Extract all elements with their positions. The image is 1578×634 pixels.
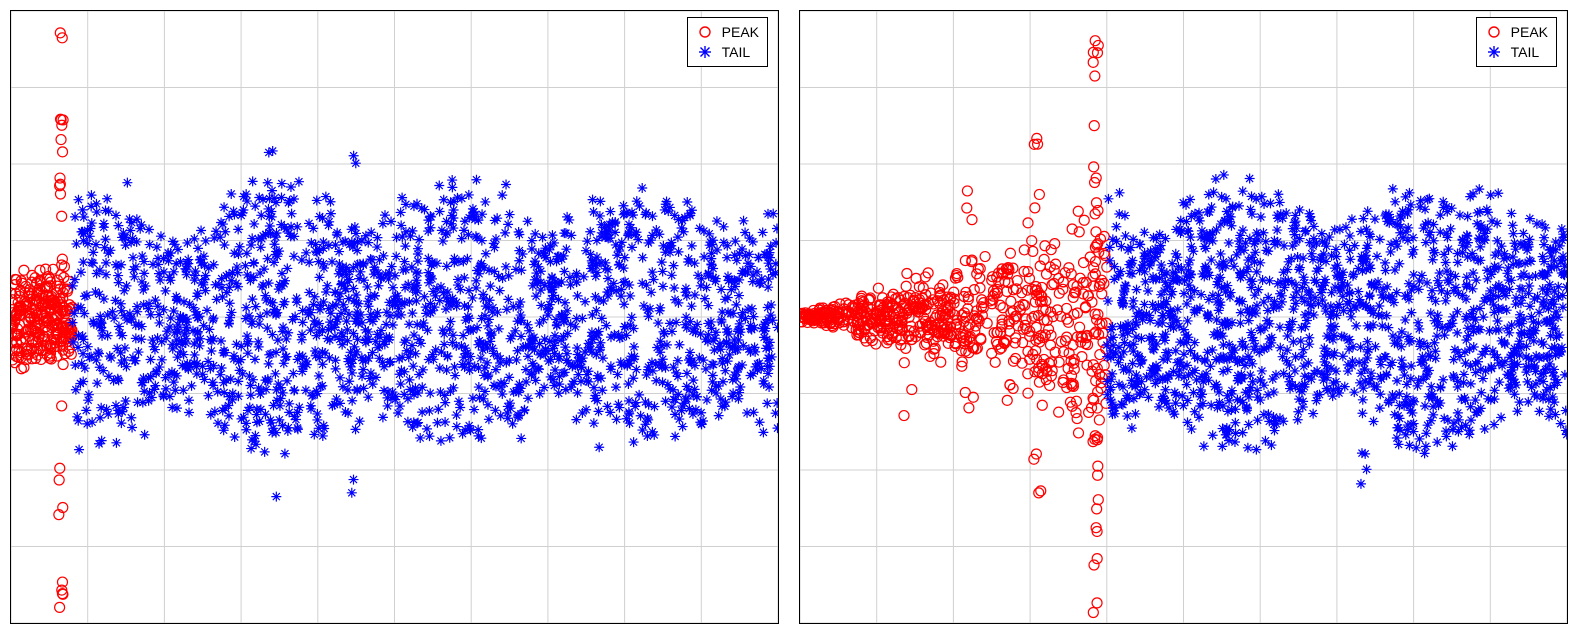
peak-marker-icon: [696, 23, 714, 41]
legend-item-tail: TAIL: [696, 42, 759, 62]
legend-left: PEAK TAIL: [687, 17, 768, 67]
tail-marker-icon: [696, 43, 714, 61]
legend-label-tail: TAIL: [722, 42, 751, 62]
legend-label-peak: PEAK: [1511, 22, 1548, 42]
peak-marker-icon: [1485, 23, 1503, 41]
legend-label-tail: TAIL: [1511, 42, 1540, 62]
plot-left: [11, 11, 778, 623]
legend-right: PEAK TAIL: [1476, 17, 1557, 67]
legend-item-tail: TAIL: [1485, 42, 1548, 62]
tail-marker-icon: [1485, 43, 1503, 61]
legend-label-peak: PEAK: [722, 22, 759, 42]
panel-left: PEAK TAIL: [10, 10, 779, 624]
legend-item-peak: PEAK: [1485, 22, 1548, 42]
figure: PEAK TAIL: [10, 10, 1568, 624]
legend-item-peak: PEAK: [696, 22, 759, 42]
plot-right: [800, 11, 1567, 623]
panel-right: PEAK TAIL: [799, 10, 1568, 624]
